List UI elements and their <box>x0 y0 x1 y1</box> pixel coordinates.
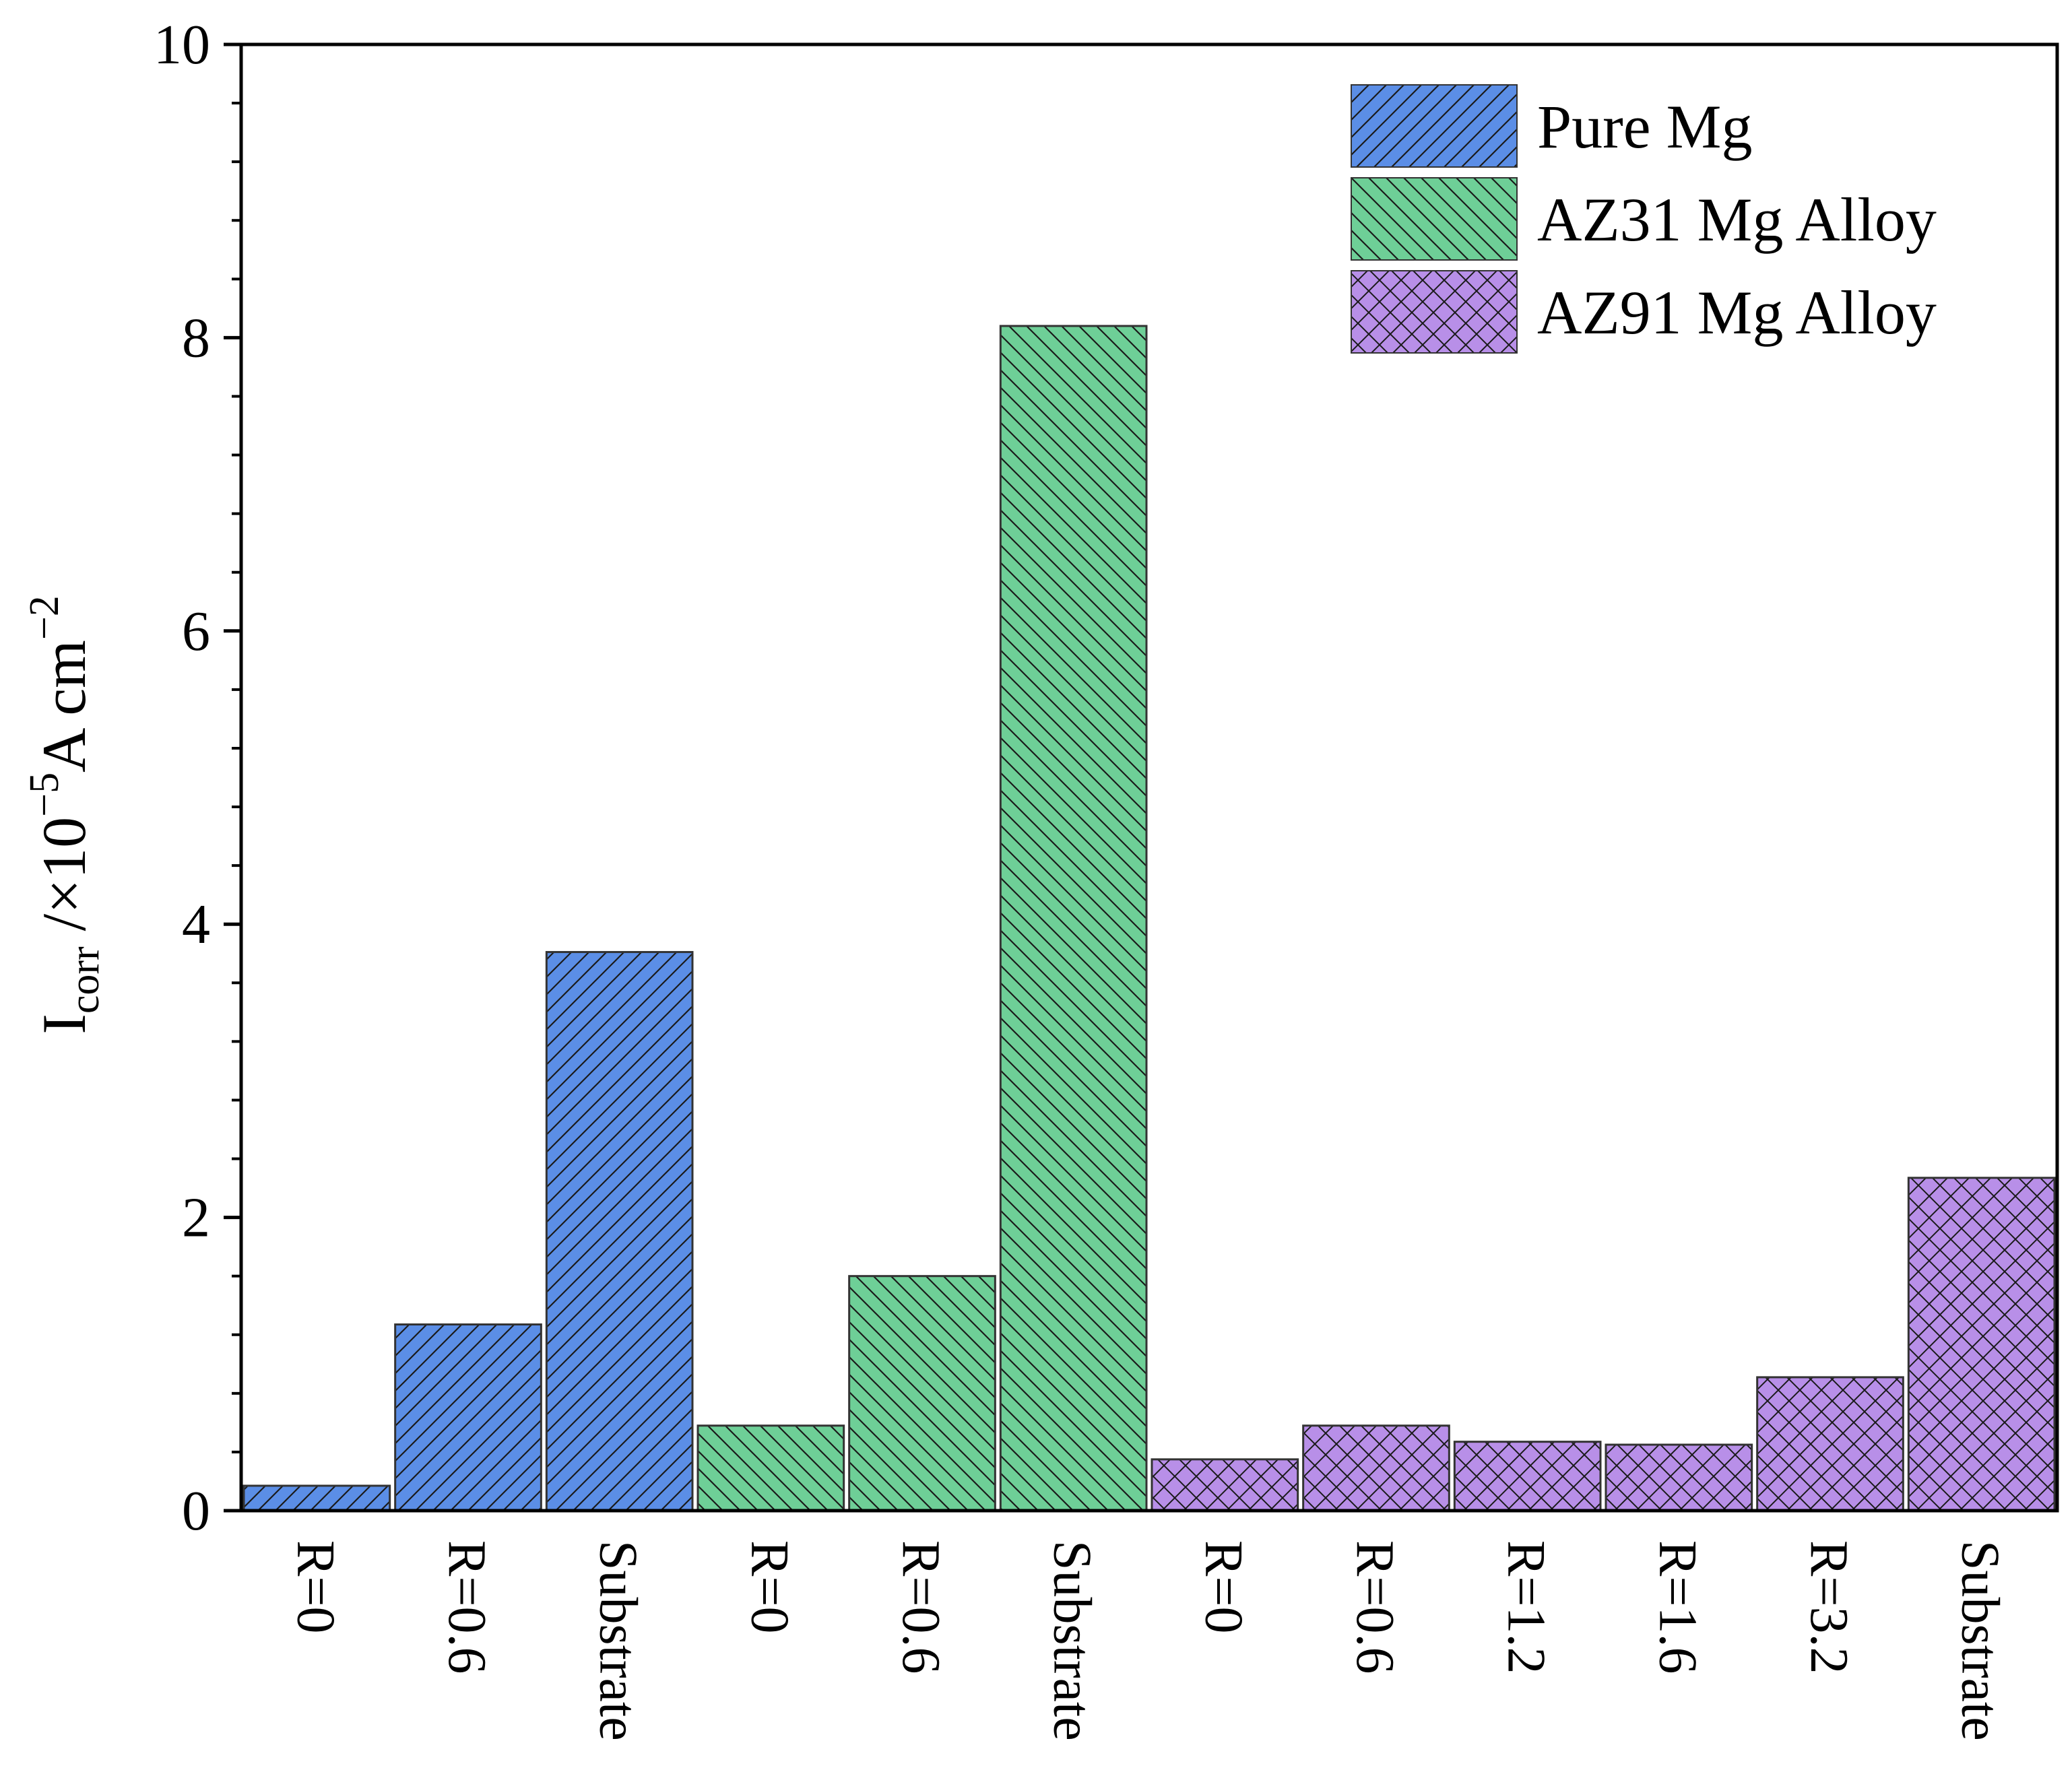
legend-swatch-hatch <box>1351 84 1518 168</box>
x-tick-label: R=0.6 <box>1345 1540 1404 1674</box>
y-axis-title-subscript: corr <box>62 946 108 1014</box>
y-tick-label: 10 <box>154 13 210 76</box>
bar-hatch <box>1453 1441 1602 1512</box>
bar-hatch <box>697 1424 845 1512</box>
bar-1-r-0-6 <box>394 1323 542 1512</box>
legend-label: AZ91 Mg Alloy <box>1537 278 1937 347</box>
bar-3-r-1-2 <box>1453 1441 1602 1512</box>
x-tick-label: R=1.6 <box>1648 1540 1707 1674</box>
bar-2-substrate <box>999 325 1148 1512</box>
bar-3-r-0 <box>1151 1458 1299 1512</box>
y-axis-title-exponent-1: −5 <box>22 773 67 817</box>
y-axis-title: Icorr /×10−5A cm−2 <box>22 595 108 1034</box>
bar-3-substrate <box>1907 1177 2056 1512</box>
bar-hatch <box>848 1275 996 1512</box>
x-category-labels: R=0 R=0.6 Substrate R=0 R=0.6 Substrate R=0 R=0… <box>286 1540 2009 1741</box>
y-axis-title-rest: /×10 <box>30 817 98 946</box>
legend-label: AZ31 Mg Alloy <box>1537 185 1937 254</box>
bar-3-r-1-6 <box>1605 1443 1753 1512</box>
x-tick-label: R=3.2 <box>1799 1540 1858 1674</box>
legend: Pure Mg AZ31 Mg Alloy AZ91 Mg Alloy <box>1351 84 1937 354</box>
y-axis-title-unit: A cm <box>30 640 98 773</box>
y-axis-title-exponent-2: −2 <box>22 595 67 640</box>
plot-frame <box>239 42 2059 1513</box>
bar-1-r-0 <box>242 1484 391 1512</box>
axes-layer <box>239 42 2059 1513</box>
y-ticks: 0 2 4 6 8 10 <box>154 13 241 1542</box>
legend-item-3: AZ91 Mg Alloy <box>1351 270 1937 354</box>
legend-item-1: Pure Mg <box>1351 84 1752 168</box>
legend-item-2: AZ31 Mg Alloy <box>1351 177 1937 261</box>
bar-2-r-0-6 <box>848 1275 996 1512</box>
y-tick-label: 0 <box>182 1480 210 1542</box>
bar-hatch <box>999 325 1148 1512</box>
bar-hatch <box>1756 1376 1904 1512</box>
bar-1-substrate <box>545 951 694 1512</box>
x-tick-label: Substrate <box>1951 1540 2010 1741</box>
y-tick-label: 6 <box>182 600 210 663</box>
bars-layer <box>242 325 2056 1512</box>
bar-2-r-0 <box>697 1424 845 1512</box>
bar-hatch <box>1605 1443 1753 1512</box>
y-tick-label: 2 <box>182 1187 210 1249</box>
x-tick-label: Substrate <box>589 1540 648 1741</box>
legend-swatch-hatch <box>1351 177 1518 261</box>
y-tick-label: 4 <box>182 893 210 956</box>
x-tick-label: R=0.6 <box>891 1540 950 1674</box>
legend-swatch-hatch <box>1351 270 1518 354</box>
x-tick-label: R=0.6 <box>437 1540 496 1674</box>
x-tick-label: R=0 <box>286 1540 345 1633</box>
bar-hatch <box>545 951 694 1512</box>
y-axis-title-base: I <box>30 1014 98 1034</box>
legend-label: Pure Mg <box>1537 92 1752 161</box>
x-tick-label: Substrate <box>1043 1540 1102 1741</box>
bar-hatch <box>1302 1424 1450 1512</box>
y-tick-label: 8 <box>182 306 210 369</box>
bar-hatch <box>394 1323 542 1512</box>
bar-hatch <box>1907 1177 2056 1512</box>
bar-3-r-3-2 <box>1756 1376 1904 1512</box>
x-tick-label: R=0 <box>1194 1540 1253 1633</box>
bar-hatch <box>242 1484 391 1512</box>
bar-hatch <box>1151 1458 1299 1512</box>
x-tick-label: R=0 <box>740 1540 799 1633</box>
bar-3-r-0-6 <box>1302 1424 1450 1512</box>
x-tick-label: R=1.2 <box>1497 1540 1556 1674</box>
